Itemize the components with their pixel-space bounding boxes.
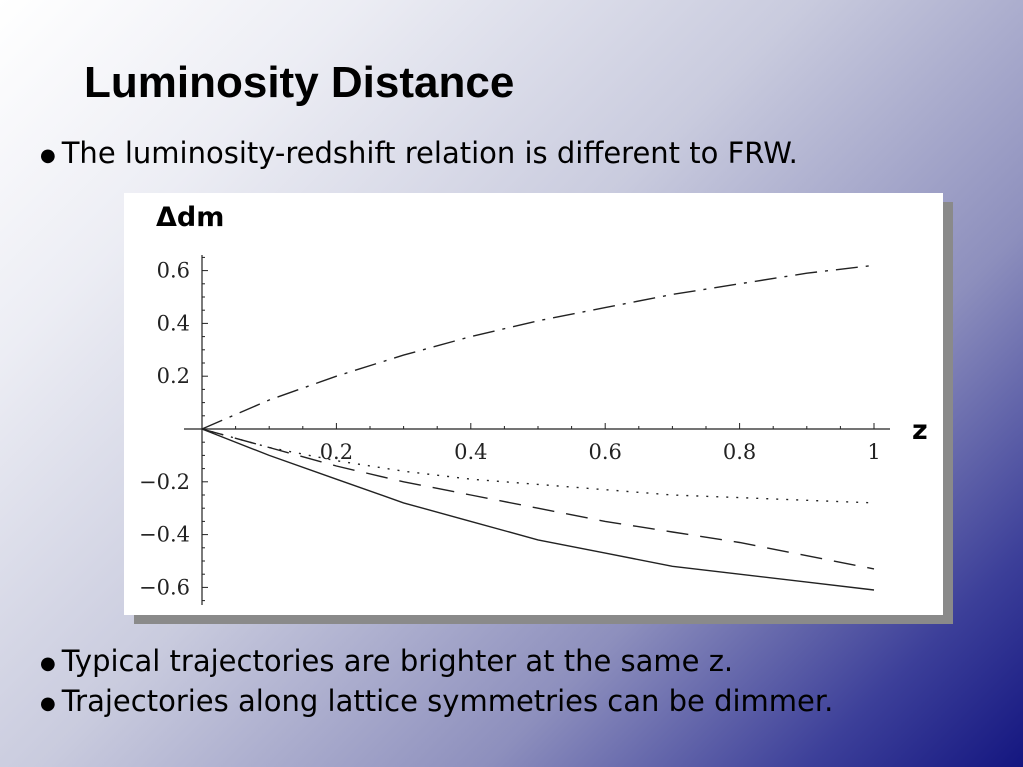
series-line-dashed [201,428,875,570]
bullet-text: Trajectories along lattice symmetries ca… [61,684,834,718]
series-line-dotted [201,428,875,504]
bullet-dot-icon: ● [40,652,56,674]
x-tick-label: 0.4 [454,440,487,464]
y-tick-label: 0.4 [157,311,190,335]
bullet-item: ● The luminosity-redshift relation is dif… [40,136,798,170]
y-tick-label: 0.2 [157,364,190,388]
bullet-dot-icon: ● [40,692,56,714]
x-axis-title: z [912,415,928,446]
luminosity-chart: 0.2 0.4 0.6 0.8 1 0.6 0.4 0.2 −0.2 −0.4 −0.6 Δdm z [139,202,928,605]
x-tick-label: 0.8 [723,440,756,464]
x-tick-label: 0.2 [320,440,353,464]
y-tick-label: −0.4 [139,523,190,547]
bullet-item: ● Typical trajectories are brighter at th… [40,644,733,678]
x-tick-label: 1 [867,440,880,464]
y-tick-label: 0.6 [157,259,190,283]
series-line-solid [201,428,875,591]
bullet-text: Typical trajectories are brighter at the… [61,644,734,678]
y-tick-label: −0.6 [139,575,190,599]
bullet-text: The luminosity-redshift relation is diff… [61,136,798,170]
slide-title: Luminosity Distance [84,58,515,107]
bullet-item: ● Trajectories along lattice symmetries c… [40,684,833,718]
y-axis-title: Δdm [156,202,224,233]
series-line-dash-dot [201,264,875,430]
x-tick-label: 0.6 [588,440,621,464]
chart-panel: 0.2 0.4 0.6 0.8 1 0.6 0.4 0.2 −0.2 −0.4 −0.6 Δdm z [124,193,943,615]
y-tick-label: −0.2 [139,470,190,494]
bullet-dot-icon: ● [40,144,56,166]
